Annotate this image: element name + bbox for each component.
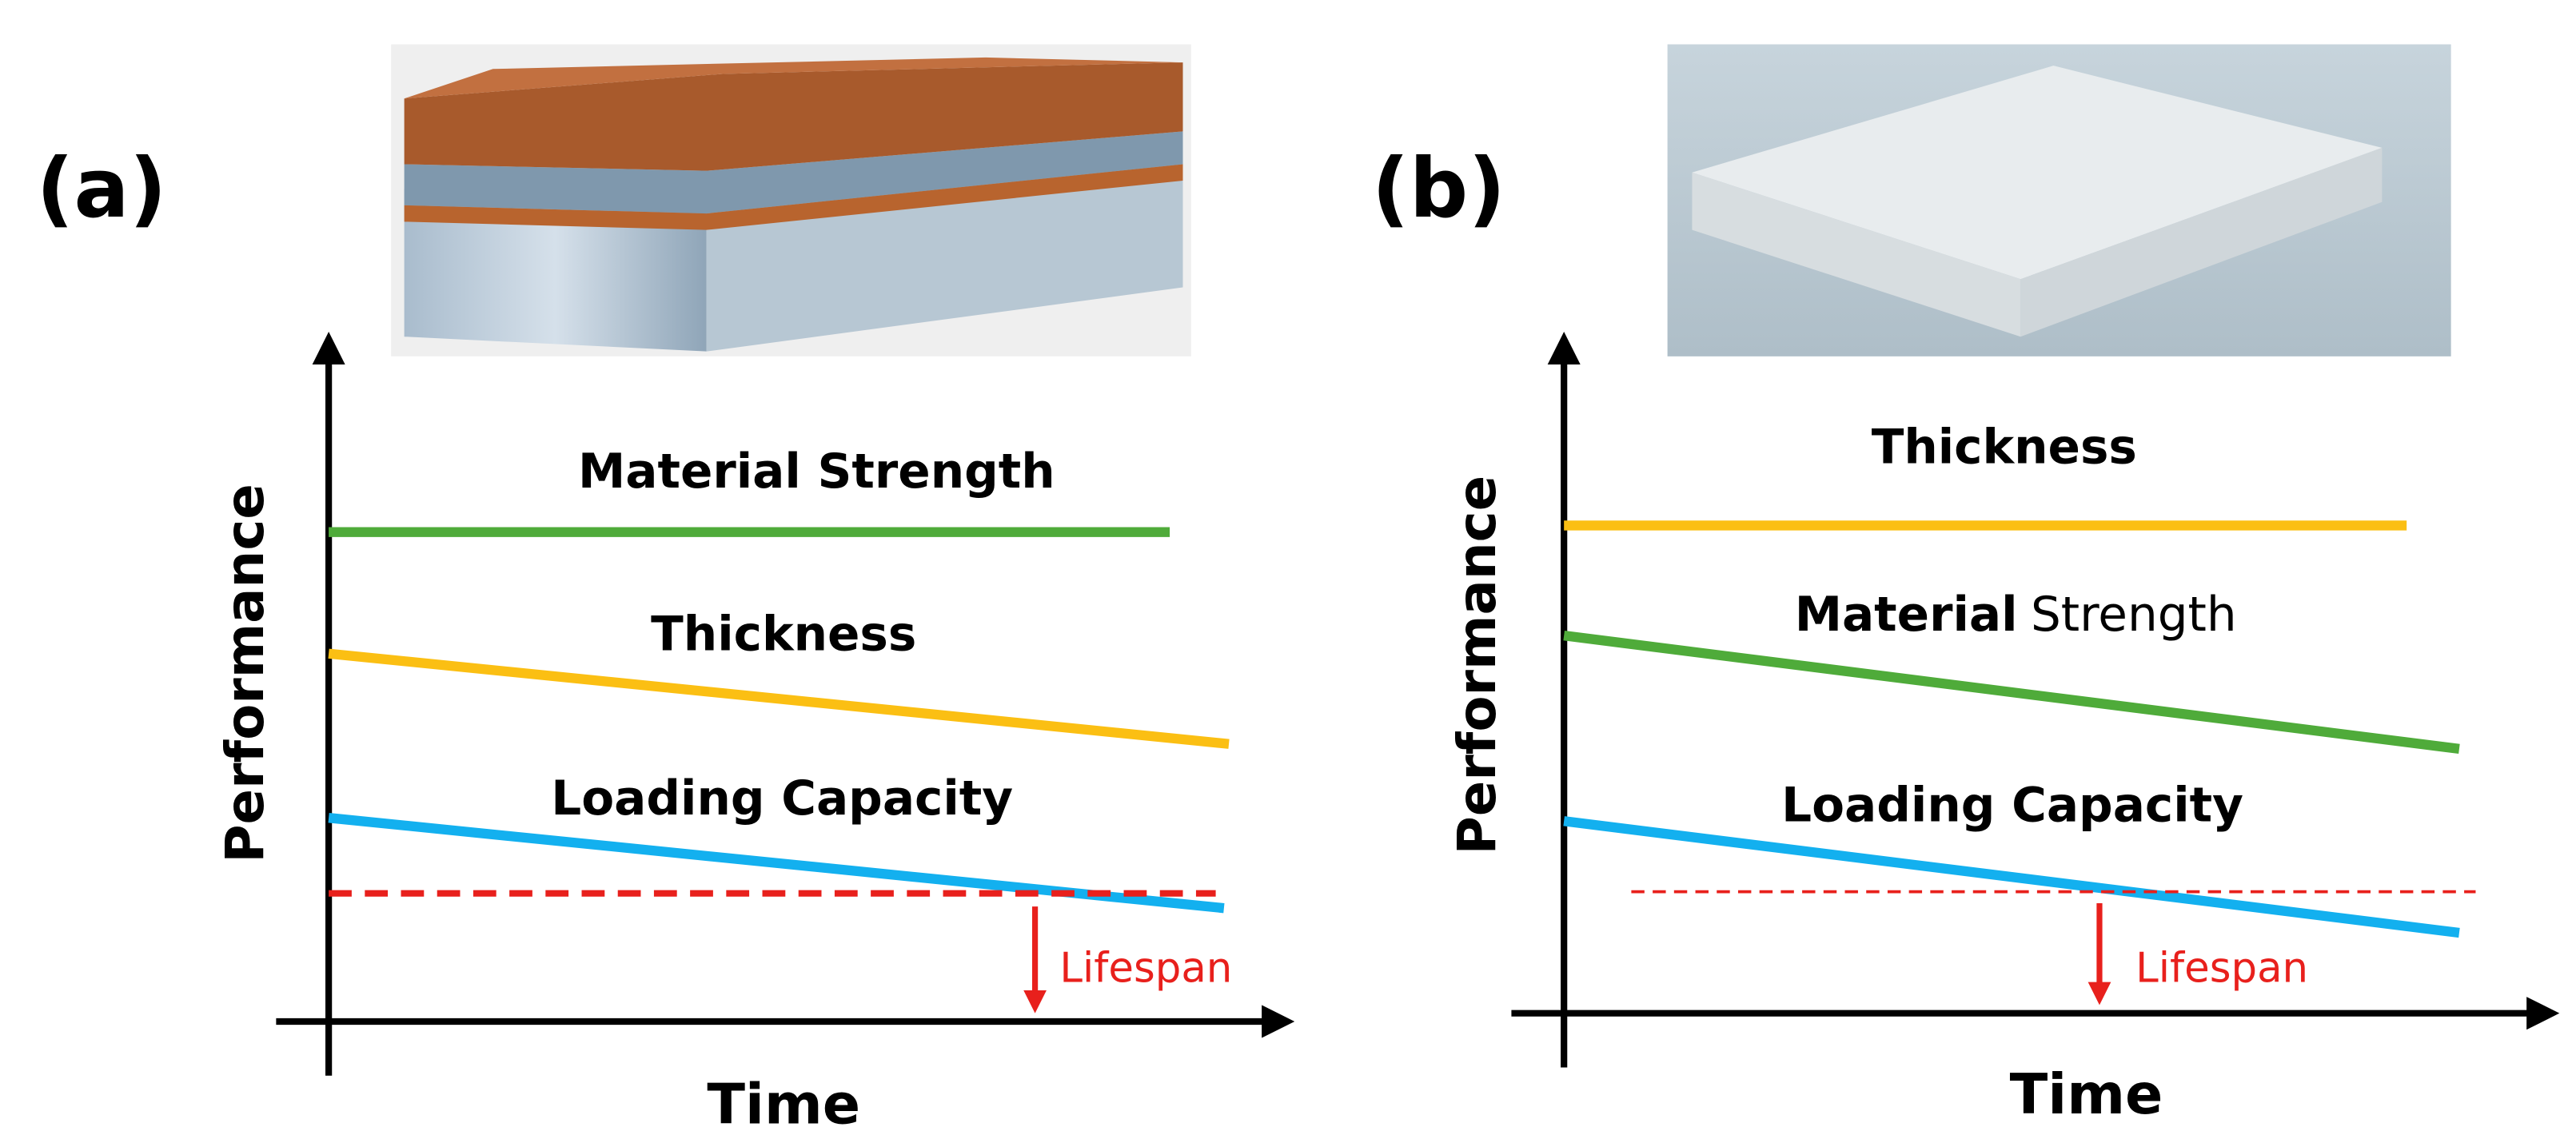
lifespan-label: Lifespan	[2135, 945, 2308, 993]
curve-label: Material Strength	[578, 444, 1055, 500]
curve	[1563, 816, 2460, 938]
curve-label: Thickness	[651, 607, 916, 663]
curve	[328, 813, 1225, 914]
image-porous-plate	[1667, 44, 2451, 356]
curve-label: Material Strength	[1795, 587, 2237, 643]
curve-label-bold: Material	[1795, 587, 2018, 643]
x-axis-label: Time	[707, 1072, 860, 1137]
curve-label-regular: Strength	[2031, 587, 2237, 643]
y-axis-label: Performance	[214, 484, 276, 863]
curve-label: Loading Capacity	[1781, 778, 2243, 833]
curve-label: Thickness	[1872, 420, 2137, 475]
panel-a: (a) Performance Time Material Strength T…	[36, 141, 1295, 1137]
curve	[328, 648, 1230, 749]
x-axis-label: Time	[2010, 1062, 2163, 1127]
image-corroded-plate	[391, 44, 1191, 356]
curve-label: Loading Capacity	[551, 771, 1013, 826]
panel-b: (b) Performance Time Thickness Material S…	[1372, 141, 2560, 1127]
y-axis-label: Performance	[1446, 476, 1508, 855]
lifespan-label: Lifespan	[1059, 945, 1232, 993]
panel-tag: (b)	[1372, 141, 1505, 237]
panel-tag: (a)	[36, 141, 166, 237]
curve	[1563, 631, 2460, 755]
